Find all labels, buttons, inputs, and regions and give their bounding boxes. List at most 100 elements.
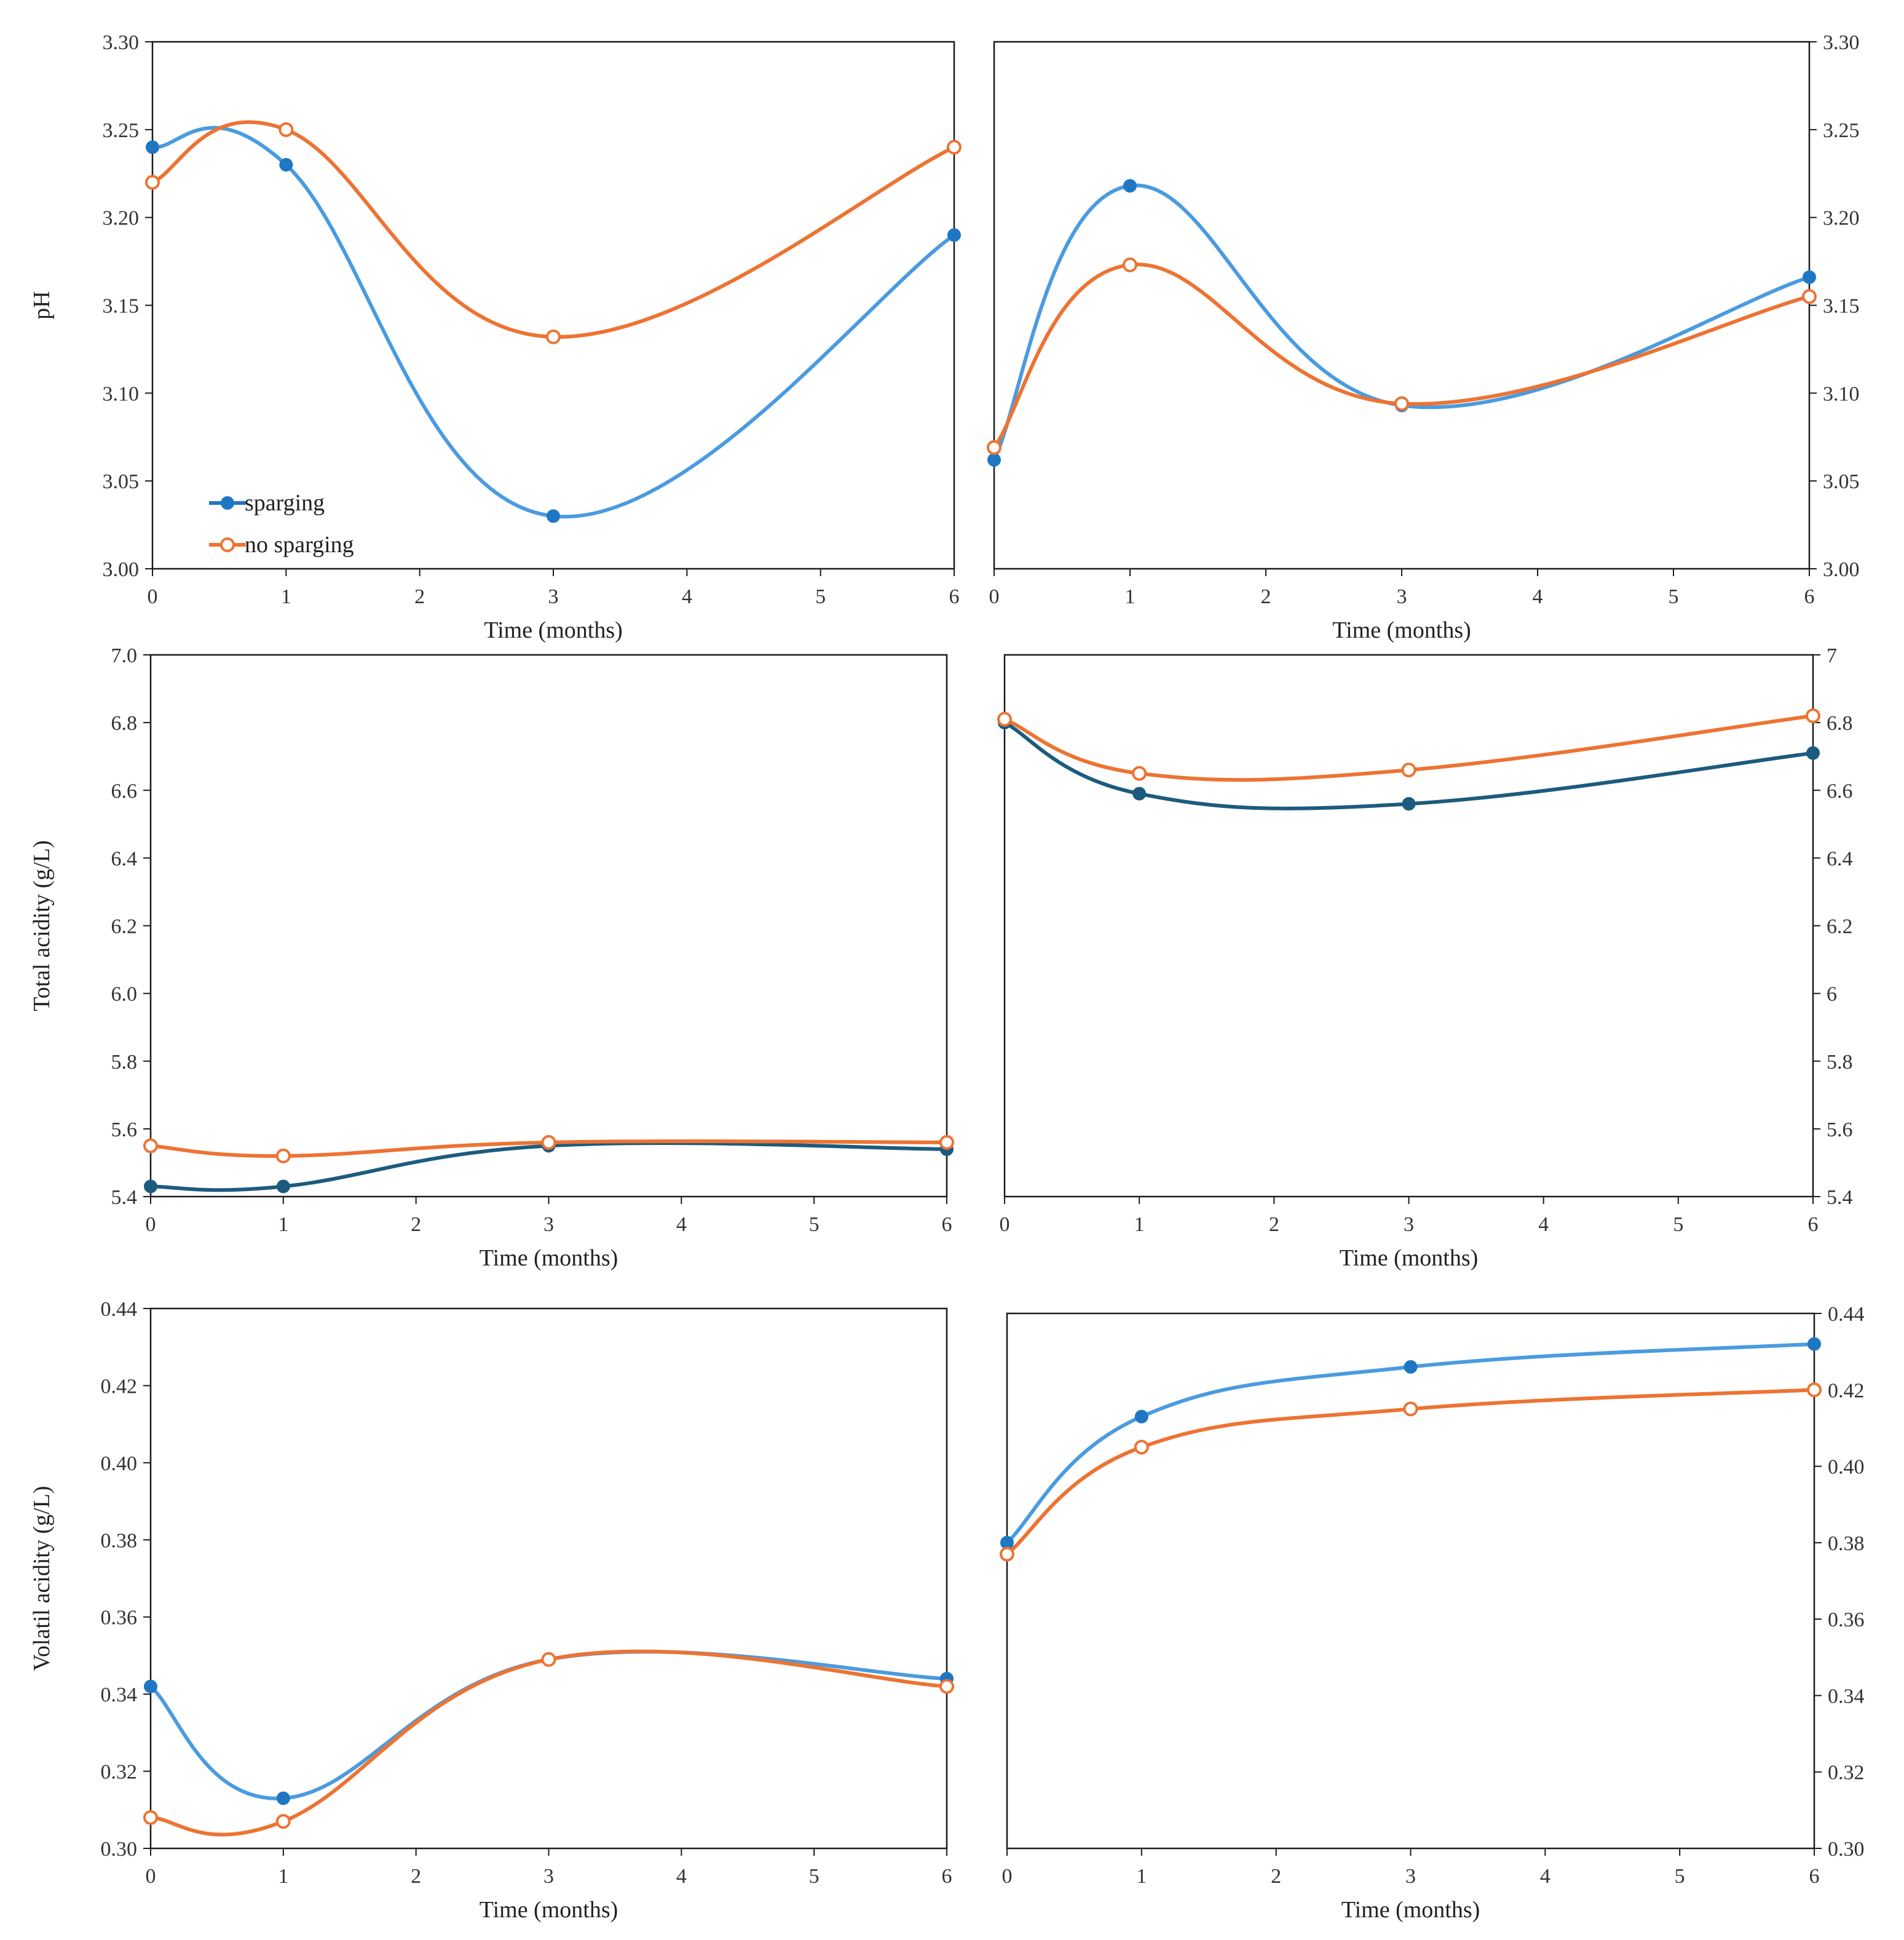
y-tick-label: 7 — [1827, 644, 1837, 667]
data-point-no-sparging — [947, 140, 962, 155]
data-point-no-sparging — [1403, 1401, 1418, 1417]
y-axis-title: Volatil acidity (g/L) — [29, 1486, 55, 1671]
y-tick-label: 3.25 — [103, 119, 140, 142]
chart-va-right: 0 1 2 3 4 5 6 0.30 0.32 0.34 0.36 0.38 0.40 0.42 0.44 T… — [1000, 1303, 1865, 1923]
data-point-no-sparging — [278, 122, 294, 137]
data-point-sparging — [1123, 179, 1137, 193]
y-tick-label: 3.05 — [1823, 470, 1860, 493]
data-point-no-sparging — [1134, 1439, 1149, 1455]
y-tick-label: 3.20 — [103, 207, 140, 230]
y-tick-label: 0.38 — [1828, 1532, 1865, 1555]
x-tick-label: 2 — [414, 585, 425, 608]
y-tick-label: 3.00 — [103, 558, 140, 581]
x-tick-label: 5 — [1669, 585, 1679, 608]
series-line-sparging — [149, 1650, 949, 1800]
data-point-sparging — [1807, 1337, 1821, 1351]
data-point-sparging — [276, 1179, 290, 1194]
chart-ta-left: 0 1 2 3 4 5 6 5.4 5.6 5.8 6.0 6.2 6.4 6.6 6.8 7.0 Time (… — [29, 644, 954, 1271]
x-tick-label: 3 — [543, 1213, 554, 1236]
x-tick-label: 5 — [809, 1865, 820, 1888]
y-tick-label: 5.8 — [111, 1051, 138, 1074]
y-tick-label: 3.15 — [1823, 295, 1860, 318]
y-tick-label: 3.15 — [103, 295, 140, 318]
data-point-no-sparging — [1123, 257, 1137, 272]
y-tick-label: 3.05 — [103, 470, 140, 493]
y-tick-label: 3.10 — [1823, 382, 1860, 405]
plot-frame — [149, 654, 948, 1198]
series-line-sparging — [992, 183, 1811, 462]
x-tick-label: 2 — [1271, 1865, 1281, 1888]
plot-frame — [149, 1307, 948, 1850]
data-point-no-sparging — [143, 1138, 158, 1154]
x-tick-label: 4 — [1540, 1865, 1550, 1888]
x-tick-label: 2 — [411, 1865, 421, 1888]
data-point-sparging — [146, 140, 159, 154]
x-tick-label: 1 — [1125, 585, 1136, 608]
y-tick-label: 0.38 — [101, 1529, 138, 1552]
series-line-sparging — [1005, 1342, 1816, 1545]
x-tick-label: 4 — [682, 585, 692, 608]
y-tick-label: 6.2 — [111, 916, 138, 938]
y-tick-label: 5.8 — [1827, 1051, 1853, 1074]
x-tick-label: 1 — [281, 585, 291, 608]
y-tick-label: 5.4 — [1827, 1186, 1853, 1209]
y-tick-label: 6.4 — [111, 847, 138, 870]
y-tick-label: 0.30 — [1828, 1838, 1865, 1861]
y-tick-label: 3.20 — [1823, 207, 1860, 230]
x-tick-label: 1 — [278, 1865, 288, 1888]
data-point-sparging — [1402, 797, 1416, 811]
x-axis-title: Time (months) — [480, 1245, 618, 1271]
y-axis-title: pH — [29, 291, 55, 319]
x-tick-label: 1 — [1134, 1213, 1145, 1236]
data-point-no-sparging — [987, 440, 1001, 455]
legend-marker — [221, 496, 234, 510]
y-tick-label: 5.4 — [111, 1186, 138, 1209]
data-point-no-sparging — [1401, 762, 1416, 778]
x-tick-label: 3 — [1397, 585, 1407, 608]
data-point-sparging — [279, 157, 293, 172]
x-tick-label: 6 — [1809, 1865, 1820, 1888]
data-point-sparging — [276, 1791, 290, 1805]
series-line-no-sparging — [149, 1139, 949, 1158]
data-point-sparging — [947, 228, 961, 242]
series-line-no-sparging — [1005, 1388, 1816, 1556]
y-tick-label: 6 — [1827, 983, 1837, 1006]
series-line-no-sparging — [151, 120, 956, 339]
y-tick-label: 0.40 — [1828, 1456, 1865, 1479]
data-point-no-sparging — [939, 1134, 954, 1150]
y-tick-label: 6.4 — [1827, 847, 1853, 870]
x-axis-title: Time (months) — [480, 1897, 618, 1923]
y-tick-label: 0.42 — [1828, 1379, 1865, 1402]
legend-label: sparging — [245, 490, 325, 516]
x-tick-label: 5 — [809, 1213, 820, 1236]
x-tick-label: 5 — [1673, 1213, 1683, 1236]
data-point-no-sparging — [541, 1652, 556, 1667]
series-line-no-sparging — [149, 1649, 949, 1837]
y-tick-label: 0.34 — [1828, 1685, 1865, 1708]
data-point-no-sparging — [275, 1148, 291, 1163]
x-tick-label: 0 — [1000, 1213, 1010, 1236]
x-tick-label: 4 — [676, 1865, 687, 1888]
x-tick-label: 2 — [1269, 1213, 1279, 1236]
y-tick-label: 3.30 — [1823, 31, 1860, 54]
data-point-sparging — [144, 1679, 157, 1693]
data-point-sparging — [987, 453, 1001, 467]
x-tick-label: 3 — [543, 1865, 554, 1888]
data-point-sparging — [1134, 1409, 1148, 1423]
legend: sparging no sparging — [209, 490, 354, 558]
chart-ph-left: 0 1 2 3 4 5 6 3.00 3.05 3.10 3.15 3.20 3.25 3.30 Time … — [29, 31, 962, 643]
x-tick-label: 4 — [676, 1213, 687, 1236]
x-tick-label: 5 — [1675, 1865, 1685, 1888]
series-line-no-sparging — [992, 263, 1811, 449]
x-axis-title: Time (months) — [1340, 1245, 1479, 1271]
x-tick-label: 6 — [942, 1865, 952, 1888]
data-point-no-sparging — [1000, 1546, 1014, 1562]
series-line-sparging — [149, 1141, 949, 1192]
x-tick-label: 3 — [1405, 1865, 1416, 1888]
data-point-no-sparging — [939, 1679, 954, 1694]
y-tick-label: 7.0 — [111, 644, 138, 667]
y-tick-label: 6.2 — [1827, 916, 1853, 938]
data-point-no-sparging — [275, 1814, 291, 1829]
legend-marker — [220, 537, 235, 552]
